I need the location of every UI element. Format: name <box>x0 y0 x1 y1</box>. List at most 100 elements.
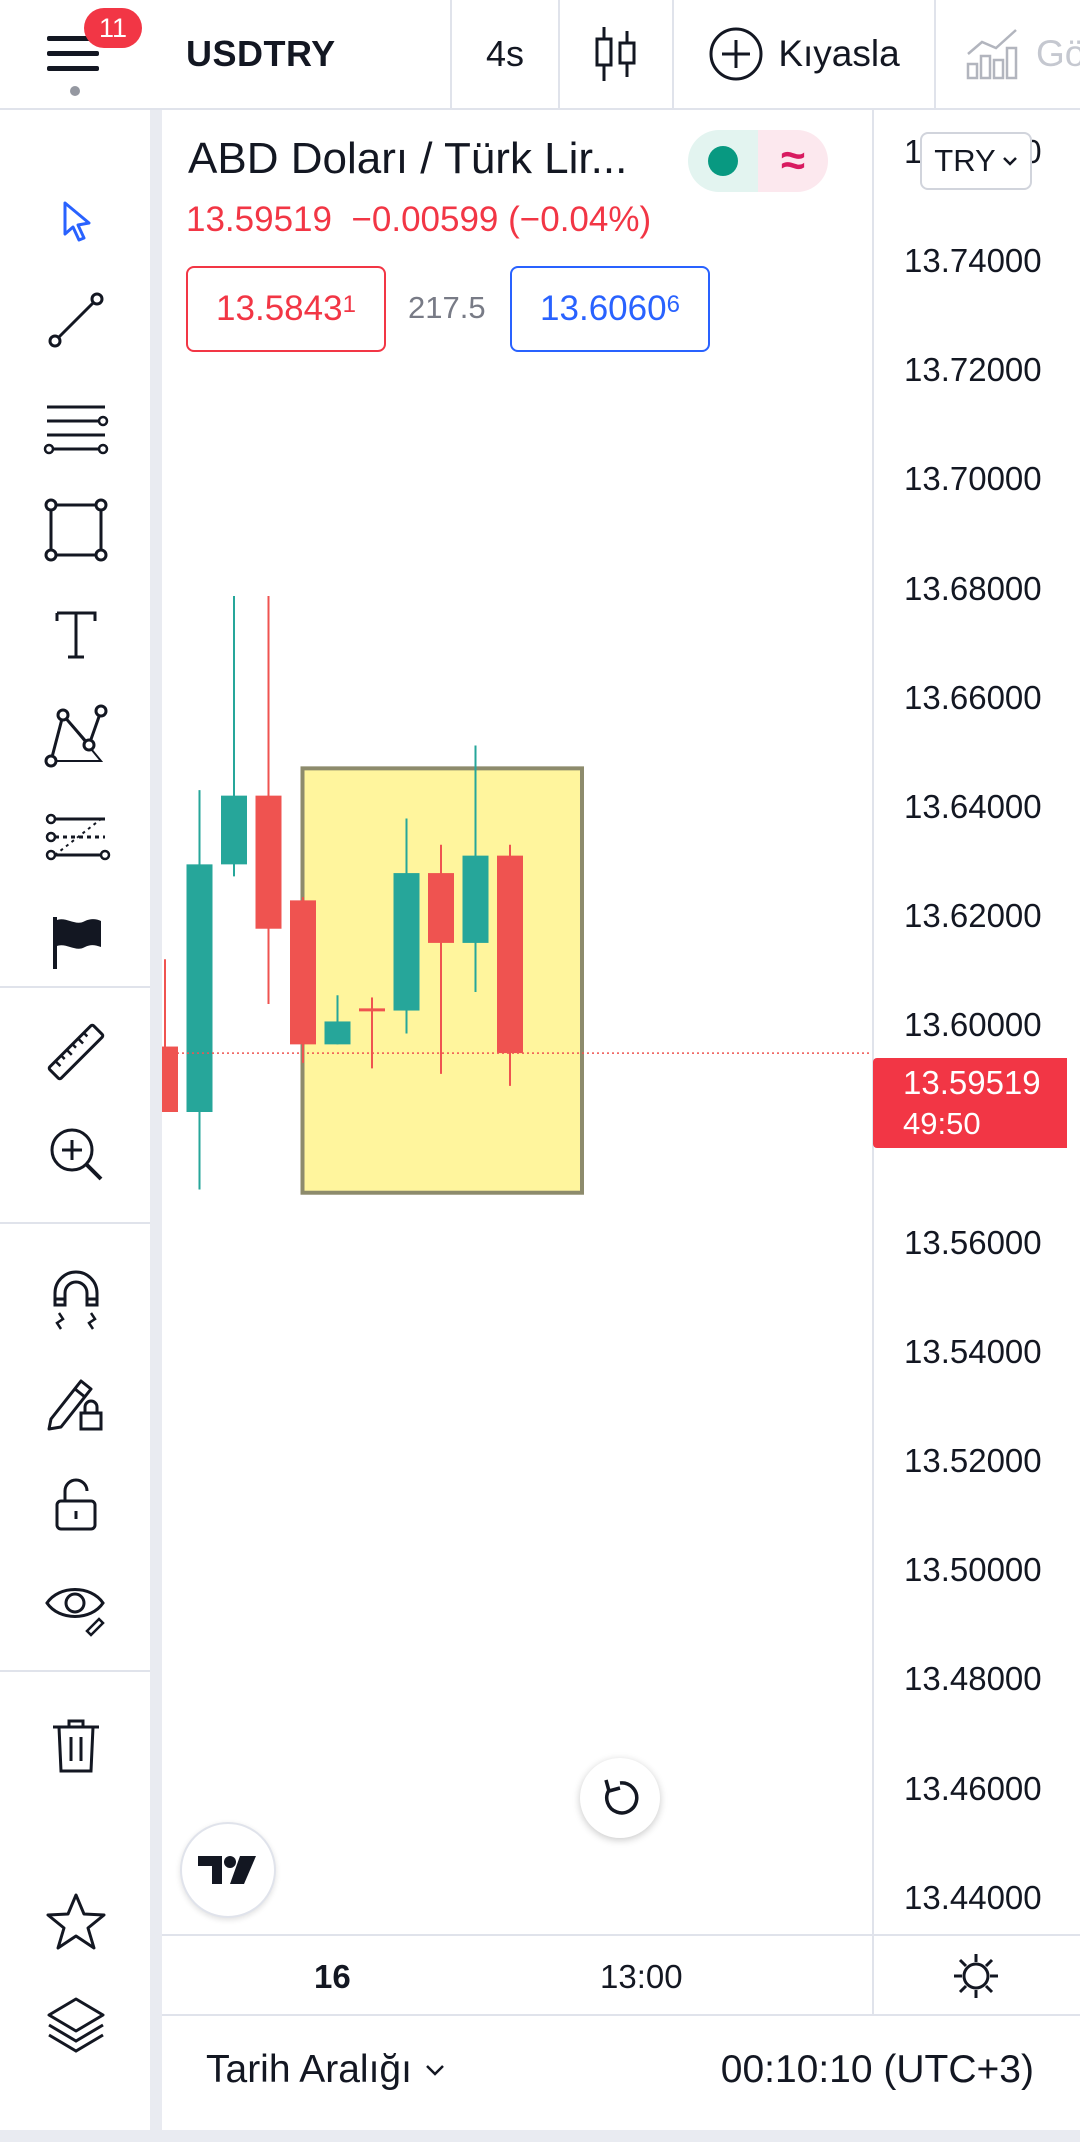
horizontal-lines-tool[interactable] <box>38 390 114 466</box>
plus-circle-icon <box>709 27 763 81</box>
toolbar-divider <box>0 1222 150 1224</box>
rectangle-icon <box>44 498 108 562</box>
horizontal-lines-icon <box>43 405 109 455</box>
toolbar-divider <box>0 986 150 988</box>
candle-body <box>428 873 454 943</box>
price-tick-label: 13.54000 <box>904 1333 1042 1371</box>
axis-separator <box>872 1936 874 2016</box>
price-tick-label: 13.66000 <box>904 678 1042 716</box>
compare-label: Kıyasla <box>778 33 900 74</box>
candle-body <box>359 1008 385 1012</box>
price-change-value: −0.00599 <box>351 200 499 239</box>
price-axis[interactable]: 13.7600013.7400013.7200013.7000013.68000… <box>872 110 1080 1934</box>
bid-price-pip: 1 <box>342 291 356 318</box>
interval-button[interactable]: 4s <box>452 0 560 108</box>
pattern-icon <box>44 704 108 768</box>
fib-tool[interactable] <box>38 802 114 878</box>
buy-button[interactable]: 13.6060 6 <box>510 266 710 352</box>
ruler-tool[interactable] <box>38 1014 114 1090</box>
ruler-icon <box>47 1023 105 1081</box>
price-tick-label: 13.64000 <box>904 787 1042 825</box>
favorites-tool[interactable] <box>38 1884 114 1960</box>
reset-chart-button[interactable] <box>580 1758 660 1838</box>
text-icon <box>55 611 97 659</box>
data-delay-indicator: ≈ <box>758 130 828 192</box>
candle-body <box>462 855 489 943</box>
candle-body <box>324 1021 351 1045</box>
candle-body <box>497 855 523 1054</box>
interval-label: 4s <box>485 33 525 74</box>
price-change-percent: (−0.04%) <box>508 200 652 239</box>
eye-icon <box>45 1588 105 1637</box>
currency-label: TRY <box>934 143 996 178</box>
layers-icon <box>47 1997 105 2053</box>
trend-line-tool[interactable] <box>38 282 114 358</box>
flag-tool[interactable] <box>38 904 114 980</box>
ask-price-pip: 6 <box>666 291 680 318</box>
status-dot-icon <box>708 146 738 176</box>
price-tick-label: 13.50000 <box>904 1551 1042 1589</box>
cursor-icon <box>63 201 91 242</box>
indicators-label: Gö <box>1036 33 1080 74</box>
magnet-tool[interactable] <box>38 1262 114 1338</box>
indicators-button[interactable]: Gö <box>936 0 1080 108</box>
symbol-description[interactable]: ABD Doları / Türk Lir... <box>188 134 628 183</box>
approx-icon: ≈ <box>780 136 806 185</box>
reset-icon <box>604 1779 639 1815</box>
lock-icon <box>55 1478 97 1531</box>
price-tick-label: 13.60000 <box>904 1005 1042 1043</box>
cursor-tool[interactable] <box>38 182 114 258</box>
hide-drawings-tool[interactable] <box>38 1568 114 1644</box>
sell-button[interactable]: 13.5843 1 <box>186 266 386 352</box>
gear-icon[interactable] <box>950 1950 1002 2002</box>
candle-body <box>162 1046 178 1112</box>
delete-tool[interactable] <box>38 1706 114 1782</box>
time-axis[interactable]: 16 13:00 <box>162 1934 1080 2016</box>
chart-type-button[interactable] <box>560 0 674 108</box>
main-menu-button[interactable]: 11 <box>0 0 150 108</box>
price-tick-label: 13.44000 <box>904 1878 1042 1916</box>
magnet-icon <box>53 1270 99 1330</box>
time-label-hour: 13:00 <box>600 1958 683 1995</box>
date-range-button[interactable]: Tarih Aralığı <box>206 2048 446 2092</box>
bottom-strip <box>0 2130 1080 2142</box>
price-tick-label: 13.70000 <box>904 460 1042 498</box>
drawing-toolbar <box>0 110 150 2142</box>
zoom-in-tool[interactable] <box>38 1116 114 1192</box>
compare-button[interactable]: Kıyasla <box>674 0 936 108</box>
candle-body <box>255 795 282 929</box>
timezone-clock[interactable]: 00:10:10 (UTC+3) <box>720 2048 1034 2091</box>
price-legend: 13.59519 −0.00599 (−0.04%) <box>186 200 651 240</box>
tradingview-logo[interactable] <box>180 1822 276 1918</box>
symbol-button[interactable]: USDTRY <box>160 0 452 108</box>
date-range-label: Tarih Aralığı <box>206 2048 412 2091</box>
candles-icon <box>595 27 636 81</box>
top-bar: 11 USDTRY 4s Kıyasla Gö <box>0 0 1080 110</box>
candlestick-chart[interactable] <box>162 110 872 1934</box>
trash-icon <box>53 1719 99 1773</box>
object-tree-tool[interactable] <box>38 1986 114 2062</box>
currency-dropdown[interactable]: TRY <box>920 132 1032 190</box>
last-price-label: 13.59519 49:50 <box>873 1058 1067 1148</box>
candle-body <box>221 795 247 865</box>
zoom-in-icon <box>50 1128 103 1181</box>
toolbar-separator <box>150 110 162 2130</box>
candle-body <box>290 900 316 1045</box>
text-tool[interactable] <box>38 596 114 672</box>
bottom-bar: Tarih Aralığı 00:10:10 (UTC+3) <box>162 2014 1080 2130</box>
market-status-pill[interactable]: ≈ <box>688 130 828 192</box>
lock-drawings-tool[interactable] <box>38 1364 114 1440</box>
chart-pane[interactable] <box>162 110 872 1934</box>
bid-price: 13.5843 <box>216 289 343 328</box>
lock-all-tool[interactable] <box>38 1466 114 1542</box>
toolbar-divider <box>0 1670 150 1672</box>
tradingview-logo-icon <box>198 1856 256 1884</box>
bar-countdown: 49:50 <box>903 1106 981 1141</box>
price-tick-label: 13.72000 <box>904 351 1042 389</box>
fib-icon <box>45 813 111 861</box>
time-label-day: 16 <box>314 1958 351 1995</box>
candle-body <box>393 873 420 1011</box>
rectangle-tool[interactable] <box>38 492 114 568</box>
pattern-tool[interactable] <box>38 698 114 774</box>
last-price-value: 13.59519 <box>186 200 332 239</box>
